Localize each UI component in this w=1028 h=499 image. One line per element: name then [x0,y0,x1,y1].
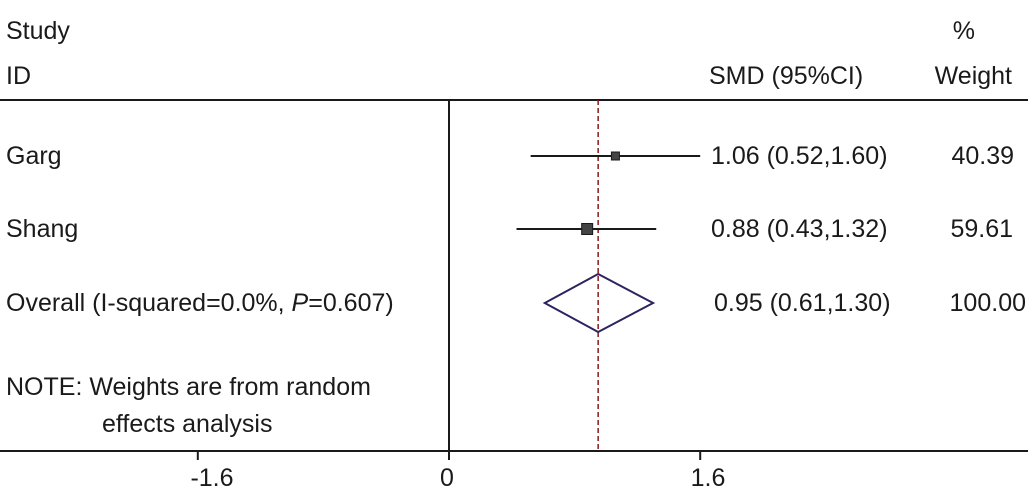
point-estimate-shang [581,223,594,235]
weight-garg: 40.39 [951,142,1014,170]
id-header: ID [6,62,31,90]
estimate-header: SMD (95%CI) [709,62,864,90]
tick-label-neg: -1.6 [190,464,234,492]
study-label-shang: Shang [6,215,79,243]
tick-label-pos: 1.6 [690,464,726,492]
overall-diamond [542,272,656,334]
ci-text-shang: 0.88 (0.43,1.32) [711,215,888,243]
tick-label-zero: 0 [440,464,454,492]
ci-text-overall: 0.95 (0.61,1.30) [714,289,891,317]
percent-header: % [952,17,975,45]
ci-text-garg: 1.06 (0.52,1.60) [711,142,888,170]
overall-label-suffix: =0.607) [308,289,394,317]
study-label-garg: Garg [6,142,62,170]
point-estimate-garg [610,151,620,161]
note-line-1: NOTE: Weights are from random [6,373,371,401]
overall-label-p: P [291,289,309,317]
study-header: Study [6,17,70,45]
note-line-2: effects analysis [102,410,273,438]
weight-shang: 59.61 [950,215,1013,243]
weight-header: Weight [934,62,1012,90]
overall-label: Overall (I-squared=0.0%, P=0.607) [6,288,394,318]
weight-overall: 100.00 [949,289,1026,317]
overall-label-prefix: Overall (I-squared=0.0%, [6,289,292,317]
